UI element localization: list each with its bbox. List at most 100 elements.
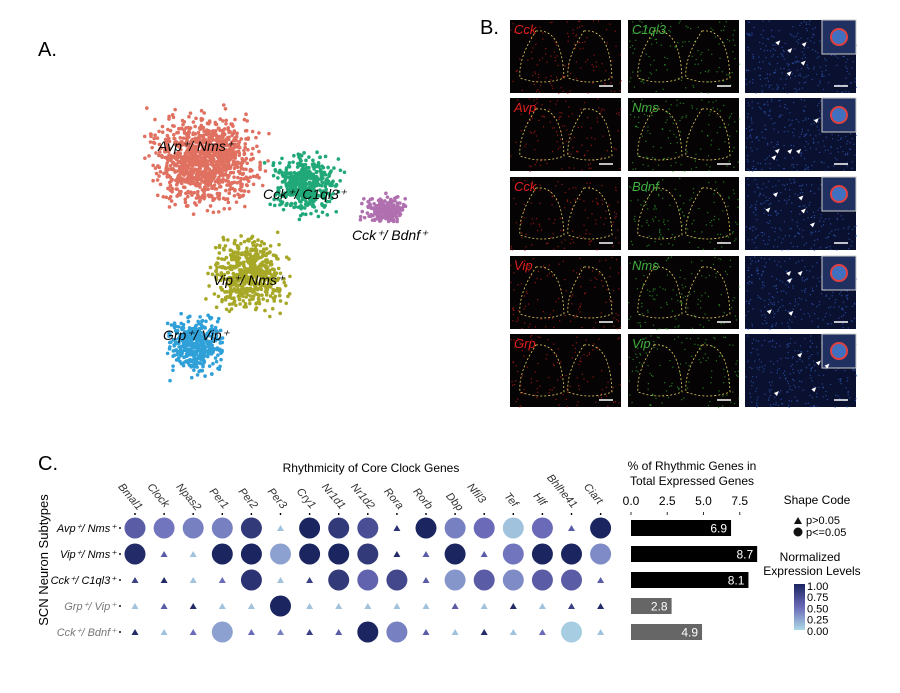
- signal-dot: [684, 170, 686, 172]
- signal-dot: [817, 317, 819, 320]
- signal-dot: [642, 285, 644, 287]
- signal-dot: [820, 161, 822, 163]
- signal-dot: [583, 155, 586, 157]
- umap-point: [257, 301, 262, 306]
- signal-dot: [559, 138, 562, 140]
- signal-dot: [639, 321, 641, 324]
- signal-dot: [835, 299, 837, 301]
- umap-point: [239, 234, 243, 238]
- signal-dot: [808, 23, 810, 25]
- signal-dot: [679, 301, 681, 303]
- signal-dot: [751, 260, 753, 262]
- signal-dot: [565, 374, 567, 377]
- signal-dot: [724, 376, 726, 378]
- signal-dot: [656, 348, 659, 350]
- signal-dot: [619, 327, 621, 329]
- signal-dot: [807, 312, 809, 315]
- signal-dot: [824, 218, 827, 220]
- umap-point: [243, 253, 248, 258]
- signal-dot: [599, 260, 601, 262]
- umap-point: [314, 209, 319, 213]
- signal-dot: [620, 80, 622, 82]
- signal-dot: [686, 151, 688, 153]
- umap-point: [278, 288, 282, 292]
- signal-dot: [846, 143, 848, 145]
- signal-dot: [802, 229, 804, 231]
- signal-dot: [802, 119, 804, 122]
- signal-dot: [748, 21, 750, 23]
- umap-point: [216, 170, 221, 175]
- signal-dot: [815, 73, 818, 75]
- signal-dot: [512, 80, 514, 83]
- signal-dot: [615, 313, 617, 315]
- signal-dot: [586, 355, 588, 357]
- signal-dot: [671, 385, 673, 387]
- umap-point: [277, 242, 281, 247]
- umap-point: [171, 160, 175, 165]
- signal-dot: [731, 232, 734, 234]
- signal-dot: [759, 162, 762, 165]
- umap-point: [328, 170, 333, 175]
- signal-dot: [785, 270, 787, 273]
- signal-dot: [833, 234, 835, 236]
- signal-dot: [692, 188, 694, 190]
- signal-dot: [771, 55, 773, 58]
- umap-point: [264, 260, 269, 265]
- signal-dot: [610, 82, 612, 84]
- signal-dot: [559, 112, 561, 114]
- signal-dot: [787, 130, 789, 133]
- signal-dot: [579, 276, 581, 278]
- signal-dot: [628, 380, 630, 382]
- signal-dot: [800, 98, 803, 101]
- umap-point: [265, 298, 270, 303]
- signal-dot: [747, 168, 749, 170]
- umap-point: [246, 189, 251, 194]
- panel-a-label: A.: [38, 39, 57, 61]
- signal-dot: [595, 219, 597, 221]
- umap-point: [202, 195, 207, 199]
- signal-dot: [586, 37, 588, 39]
- umap-point: [168, 128, 173, 133]
- signal-dot: [538, 74, 540, 76]
- signal-dot: [778, 236, 780, 238]
- signal-dot: [822, 140, 824, 142]
- umap-point: [220, 350, 224, 354]
- umap-point: [248, 169, 253, 173]
- signal-dot: [585, 339, 587, 341]
- umap-point: [295, 195, 300, 200]
- umap-point: [170, 186, 175, 191]
- signal-dot: [846, 70, 848, 72]
- umap-point: [371, 206, 376, 211]
- signal-dot: [597, 98, 599, 100]
- umap-point: [212, 173, 216, 178]
- signal-dot: [755, 228, 757, 230]
- signal-dot: [855, 86, 858, 88]
- signal-dot: [768, 85, 770, 87]
- umap-point: [278, 311, 282, 316]
- signal-dot: [737, 370, 739, 373]
- umap-point: [195, 365, 199, 369]
- umap-point: [272, 203, 277, 208]
- signal-dot: [774, 227, 777, 229]
- signal-dot: [662, 179, 664, 181]
- umap-point: [226, 159, 230, 163]
- signal-dot: [687, 26, 689, 28]
- umap-point: [277, 170, 281, 175]
- signal-dot: [548, 392, 550, 394]
- signal-dot: [827, 236, 829, 238]
- signal-dot: [540, 160, 542, 162]
- umap-point: [197, 369, 201, 374]
- signal-dot: [780, 67, 782, 70]
- signal-dot: [847, 327, 849, 329]
- umap-point: [233, 117, 237, 122]
- signal-dot: [818, 304, 820, 306]
- signal-dot: [731, 72, 733, 74]
- signal-dot: [764, 243, 766, 245]
- signal-dot: [764, 319, 766, 322]
- signal-dot: [793, 102, 795, 104]
- signal-dot: [534, 394, 536, 396]
- umap-point: [237, 256, 242, 260]
- signal-dot: [535, 135, 537, 137]
- signal-dot: [768, 239, 770, 241]
- signal-dot: [558, 263, 560, 265]
